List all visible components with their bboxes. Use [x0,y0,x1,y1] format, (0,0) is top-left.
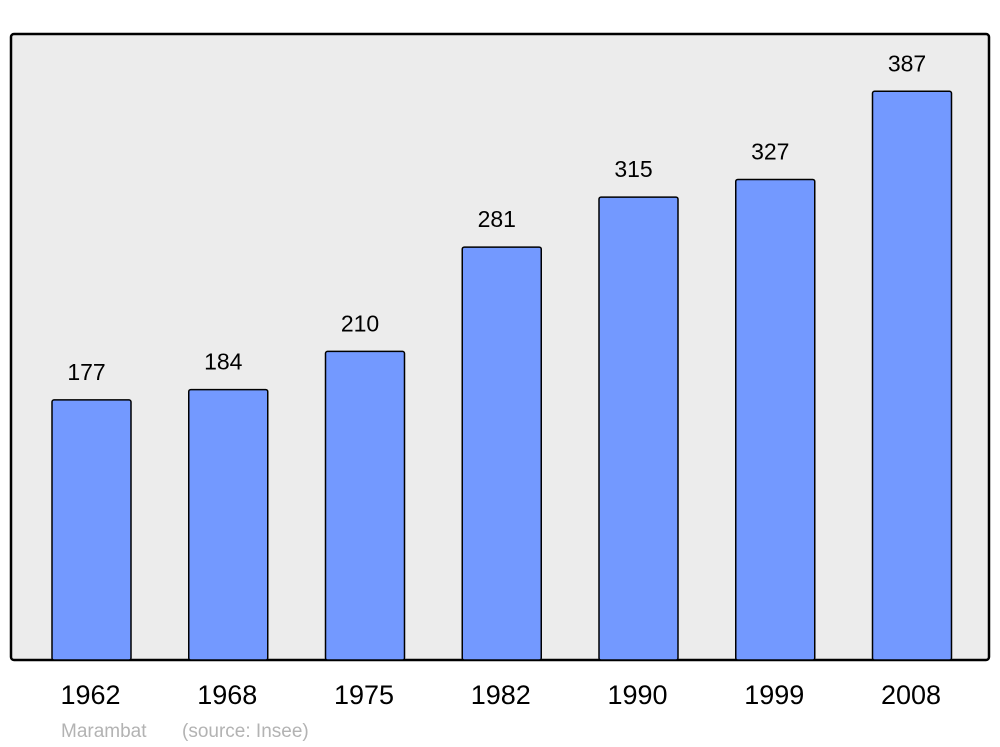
bar-1975 [324,350,406,661]
bar-1990 [598,196,679,661]
x-tick-label-1968: 1968 [197,680,257,710]
x-tick-labels-group: 1962 1968 1975 1982 1990 1999 2008 [60,680,941,710]
bar-1962 [51,399,132,661]
value-label-1990: 315 [614,156,652,182]
value-label-1999: 327 [751,138,789,164]
x-tick-label-1999: 1999 [744,680,804,710]
x-tick-label-1962: 1962 [60,680,120,710]
x-tick-label-1975: 1975 [334,680,394,710]
value-label-1982: 281 [478,206,516,232]
bars-group [51,90,953,661]
x-tick-label-2008: 2008 [881,680,941,710]
value-label-1962: 177 [67,359,105,385]
value-labels-group: 177 184 210 281 315 327 387 [67,50,926,385]
source-text: (source: Insee) [182,721,309,742]
bar-1999 [735,178,816,661]
bar-1982 [461,246,542,661]
value-label-1968: 184 [204,349,243,375]
value-label-2008: 387 [888,50,926,76]
credit-text: Marambat [61,721,147,742]
bar-2008 [871,90,953,661]
x-tick-label-1990: 1990 [607,680,667,710]
value-label-1975: 210 [341,310,379,336]
x-tick-label-1982: 1982 [471,680,531,710]
bar-1968 [188,388,269,661]
